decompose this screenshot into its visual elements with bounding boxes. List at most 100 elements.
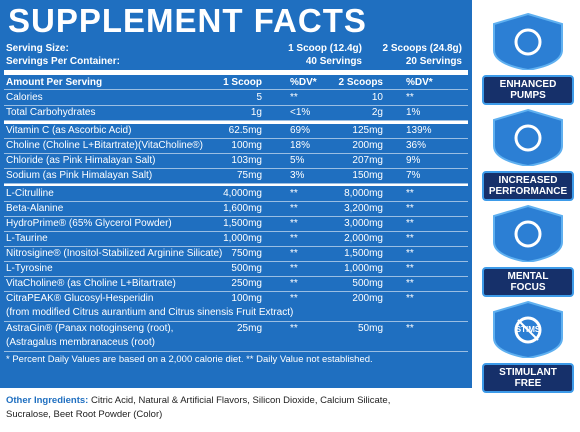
cell: 50mg	[357, 323, 383, 334]
badge-label: INCREASED PERFORMANCE	[482, 171, 574, 201]
nutrient-name: Total Carbohydrates	[6, 107, 96, 118]
serving-row: Servings Per Container: 40 Servings 20 Ser…	[4, 55, 468, 68]
cell: 207mg	[352, 155, 383, 166]
cell: 1,500mg	[223, 218, 262, 229]
icon-shape	[514, 220, 542, 248]
table-row: L-Citrulline 4,000mg ** 8,000mg **	[4, 187, 468, 202]
serving-2: 2 Scoops (24.8g)	[382, 43, 462, 54]
table-row: L-Taurine 1,000mg ** 2,000mg **	[4, 232, 468, 247]
cell: **	[406, 233, 414, 244]
cell: **	[406, 263, 414, 274]
nutrient-name: Vitamin C (as Ascorbic Acid)	[6, 125, 132, 136]
nutrient-name: Calories	[6, 92, 43, 103]
cell: 139%	[406, 125, 432, 136]
cell: %DV*	[406, 77, 433, 88]
cell: **	[290, 248, 298, 259]
nutrient-name: Chloride (as Pink Himalayan Salt)	[6, 155, 156, 166]
serving-1: 1 Scoop (12.4g)	[288, 43, 362, 54]
cell: 125mg	[352, 125, 383, 136]
badge-icon	[493, 12, 563, 72]
nutrient-name: Choline (Choline L+Bitartrate)(VitaCholi…	[6, 140, 204, 151]
table-row: Chloride (as Pink Himalayan Salt) 103mg 5%…	[4, 154, 468, 169]
cell: **	[406, 248, 414, 259]
cell: 25mg	[236, 323, 262, 334]
cell: 3,200mg	[344, 203, 383, 214]
other-label: Other Ingredients:	[6, 395, 89, 406]
cell: 150mg	[352, 170, 383, 181]
nutrient-name: AstraGin® (Panax notoginseng (root),	[6, 323, 174, 334]
divider	[4, 121, 468, 124]
serving-row: Serving Size: 1 Scoop (12.4g) 2 Scoops (24…	[4, 42, 468, 55]
badge-label: STIMULANT FREE	[482, 363, 574, 393]
cell: 500mg	[231, 263, 262, 274]
badge-line: PUMPS	[510, 90, 546, 101]
badge-line: INCREASED	[498, 175, 558, 186]
nutrient-name: CitraPEAK® Glucosyl-Hesperidin	[6, 293, 154, 304]
table-row: Choline (Choline L+Bitartrate)(VitaCholi…	[4, 139, 468, 154]
table-row: Sodium (as Pink Himalayan Salt) 75mg 3% 150…	[4, 169, 468, 184]
cell: **	[406, 203, 414, 214]
cell: **	[290, 188, 298, 199]
cell: %DV*	[290, 77, 317, 88]
cell: 9%	[406, 155, 421, 166]
nutrient-note: (from modified Citrus aurantium and Citr…	[6, 307, 294, 318]
badge: INCREASED PERFORMANCE	[482, 108, 574, 201]
table-row: Calories 5 ** 10 **	[4, 91, 468, 106]
cell: Amount Per Serving	[6, 77, 103, 88]
cell: **	[290, 233, 298, 244]
cell: 5%	[290, 155, 305, 166]
facts-panel: SUPPLEMENT FACTS Serving Size: 1 Scoop (1…	[0, 0, 472, 388]
badge-line: FREE	[514, 378, 542, 389]
cell: 200mg	[352, 293, 383, 304]
table-row: L-Tyrosine 500mg ** 1,000mg **	[4, 262, 468, 277]
nutrient-name: Nitrosigine® (Inositol-Stabilized Argini…	[6, 248, 223, 259]
icon-shape	[514, 316, 542, 344]
badge-icon	[493, 204, 563, 264]
serving-2: 20 Servings	[405, 56, 462, 67]
cell: **	[406, 293, 414, 304]
badge-label: ENHANCED PUMPS	[482, 75, 574, 105]
nutrient-note: (Astragalus membranaceus (root)	[6, 337, 155, 348]
table-row: CitraPEAK® Glucosyl-Hesperidin (from modi…	[4, 292, 468, 322]
cell: 1g	[250, 107, 262, 118]
shield	[493, 108, 563, 168]
badge-label: MENTAL FOCUS	[482, 267, 574, 297]
cell: 2 Scoops	[338, 77, 383, 88]
cell: 69%	[290, 125, 311, 136]
badge-icon	[493, 108, 563, 168]
icon-shape	[514, 124, 542, 152]
nutrient-name: VitaCholine® (as Choline L+Bitartrate)	[6, 278, 176, 289]
cell: 1,000mg	[223, 233, 262, 244]
cell: 100mg	[231, 140, 262, 151]
cell: 2g	[371, 107, 383, 118]
nutrient-name: Sodium (as Pink Himalayan Salt)	[6, 170, 153, 181]
cell: 100mg	[231, 293, 262, 304]
table-row: Nitrosigine® (Inositol-Stabilized Argini…	[4, 247, 468, 262]
cell: 1 Scoop	[223, 77, 262, 88]
cell: 1,000mg	[344, 263, 383, 274]
footnote: * Percent Daily Values are based on a 2,…	[6, 354, 373, 365]
icon-text: STIMS	[515, 325, 541, 334]
serving-label: Servings Per Container:	[6, 56, 120, 67]
serving-1: 40 Servings	[305, 56, 362, 67]
cell: **	[290, 263, 298, 274]
cell: 7%	[406, 170, 421, 181]
table-row: AstraGin® (Panax notoginseng (root), (Ast…	[4, 322, 468, 352]
cell: 750mg	[231, 248, 262, 259]
table-row: HydroPrime® (65% Glycerol Powder) 1,500mg…	[4, 217, 468, 232]
badge-line: PERFORMANCE	[488, 186, 568, 197]
cell: **	[406, 278, 414, 289]
cell: **	[406, 323, 414, 334]
cell: 500mg	[352, 278, 383, 289]
cell: 1,500mg	[344, 248, 383, 259]
cell: **	[290, 203, 298, 214]
cell: 8,000mg	[344, 188, 383, 199]
nutrient-name: L-Citrulline	[6, 188, 54, 199]
table-row: VitaCholine® (as Choline L+Bitartrate) 25…	[4, 277, 468, 292]
other-text: Citric Acid, Natural & Artificial Flavor…	[6, 395, 391, 420]
cell: 103mg	[231, 155, 262, 166]
nutrient-name: Beta-Alanine	[6, 203, 64, 214]
cell: **	[290, 293, 298, 304]
cell: 4,000mg	[223, 188, 262, 199]
